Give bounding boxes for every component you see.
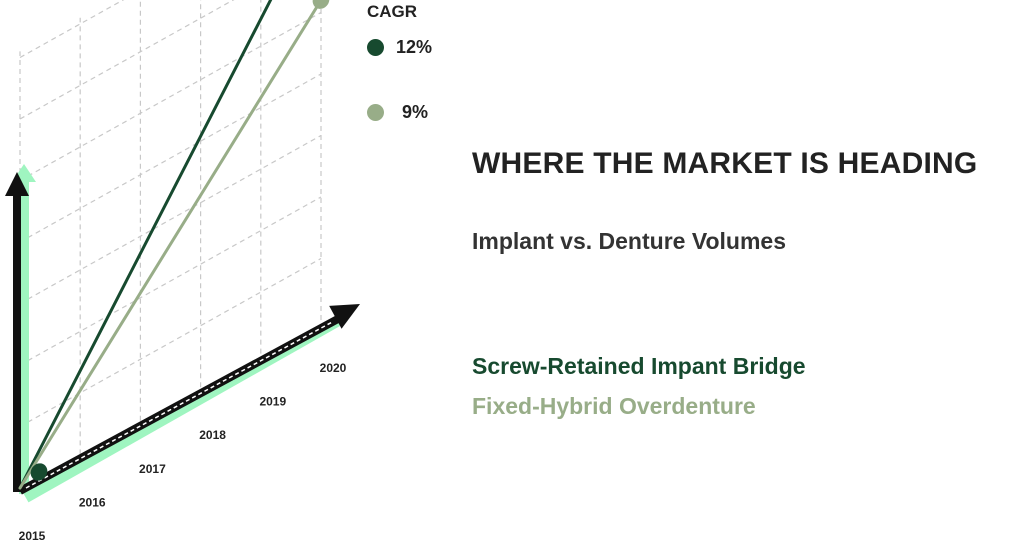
grid-line-horizontal <box>19 73 322 243</box>
chart-title: WHERE THE MARKET IS HEADING <box>472 147 978 180</box>
chart-axes <box>5 164 360 503</box>
series-start-point <box>30 463 48 481</box>
chart-series <box>18 0 330 490</box>
legend-value-implant: 12% <box>396 37 433 57</box>
legend-item-implant: 12% <box>367 37 432 58</box>
grid-line-horizontal <box>19 257 322 428</box>
legend-title: CAGR <box>367 2 418 21</box>
series-line <box>18 0 323 490</box>
x-tick-label: 2018 <box>199 428 226 442</box>
x-tick-label: 2019 <box>259 395 286 409</box>
grid-line-horizontal <box>19 0 125 59</box>
legend-swatch-implant <box>367 39 384 56</box>
series-line <box>18 0 273 490</box>
x-axis-arrow <box>329 304 360 329</box>
x-tick-label: 2015 <box>19 529 46 543</box>
legend-swatch-denture <box>367 104 384 121</box>
chart-subtitle: Implant vs. Denture Volumes <box>472 228 786 254</box>
series-end-point <box>312 0 330 9</box>
grid-line-horizontal <box>19 196 322 366</box>
series-label-denture: Fixed-Hybrid Overdenture <box>472 393 756 419</box>
x-axis-stripe <box>25 320 334 489</box>
series-label-implant: Screw-Retained Impant Bridge <box>472 353 806 379</box>
x-tick-label: 2020 <box>320 361 347 375</box>
legend-item-denture: 9% <box>367 102 428 123</box>
y-axis-arrow <box>5 172 29 196</box>
grid-line-horizontal <box>19 134 322 305</box>
grid-line-horizontal <box>19 11 322 182</box>
legend-value-denture: 9% <box>402 102 429 122</box>
x-axis-ticks: 2015 2016 2017 2018 2019 2020 <box>19 361 347 543</box>
x-tick-label: 2016 <box>79 495 106 509</box>
grid-line-horizontal <box>19 0 235 120</box>
x-tick-label: 2017 <box>139 462 166 476</box>
chart-grid <box>19 0 322 488</box>
chart: 2015 2016 2017 2018 2019 2020 <box>5 0 360 543</box>
